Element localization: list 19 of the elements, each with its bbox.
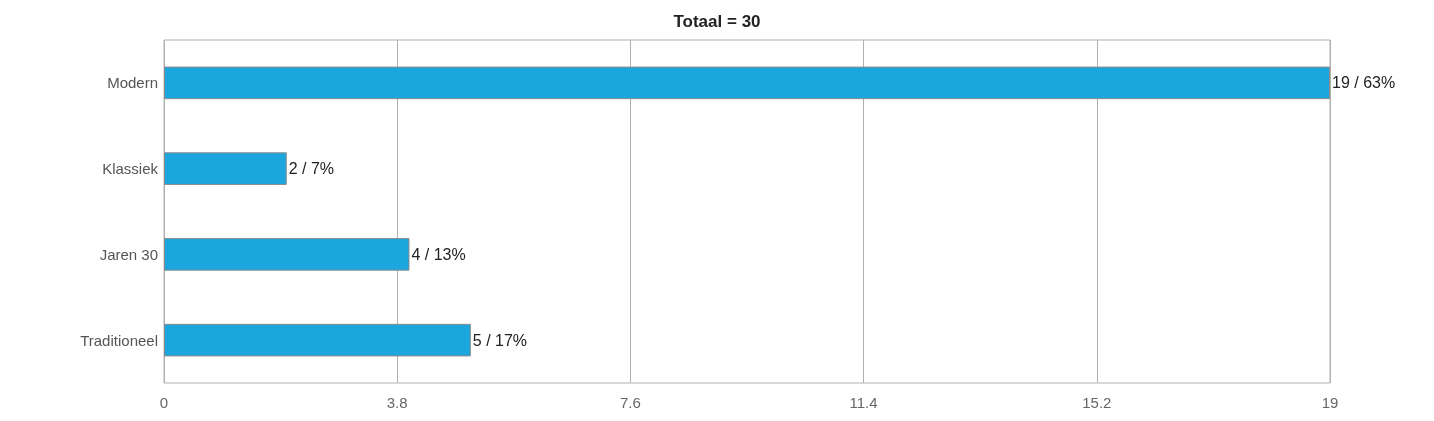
bar xyxy=(164,323,471,357)
bar xyxy=(164,66,1330,100)
x-tick-label: 7.6 xyxy=(619,394,641,411)
bar xyxy=(164,238,410,271)
data-label: 19 / 63% xyxy=(1332,74,1396,92)
x-tick-label: 11.4 xyxy=(849,394,878,411)
x-tick-label: 15.2 xyxy=(1082,394,1112,411)
x-tick-label: 19 xyxy=(1321,394,1339,411)
bar xyxy=(164,152,287,185)
y-tick-label: Traditioneel xyxy=(80,331,158,349)
data-label: 4 / 13% xyxy=(411,245,466,263)
y-tick-label: Jaren 30 xyxy=(99,245,158,263)
chart-title: Totaal = 30 xyxy=(673,12,761,31)
y-tick-label: Klassiek xyxy=(102,160,159,178)
x-tick-label: 3.8 xyxy=(386,394,408,411)
x-tick-label: 0 xyxy=(159,394,169,411)
data-label: 5 / 17% xyxy=(472,331,528,349)
data-label: 2 / 7% xyxy=(288,160,335,178)
y-tick-label: Modern xyxy=(107,74,158,92)
